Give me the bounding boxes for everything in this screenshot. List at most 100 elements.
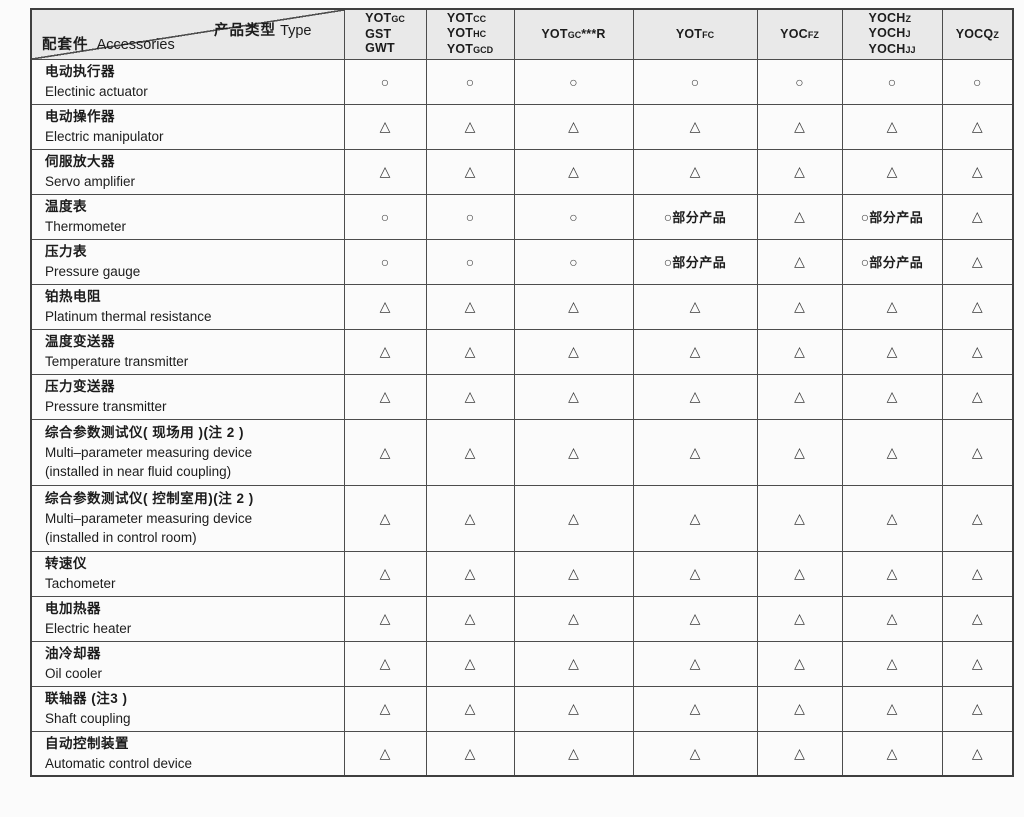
- triangle-symbol: △: [464, 509, 476, 526]
- triangle-symbol: △: [689, 343, 701, 359]
- triangle-symbol: △: [689, 744, 701, 761]
- compat-cell: △: [425, 595, 515, 642]
- compat-cell: △: [632, 418, 758, 486]
- compat-cell: △: [513, 418, 634, 486]
- accessories-label-zh: 配套件: [42, 36, 89, 53]
- triangle-symbol: △: [971, 610, 983, 626]
- compat-cell: △: [841, 373, 943, 420]
- compat-cell: △: [425, 148, 515, 195]
- product-type-name-line: YOCHJ: [869, 26, 916, 42]
- compat-cell: ○: [841, 58, 943, 105]
- compat-cell: ○: [756, 58, 843, 105]
- triangle-symbol: △: [689, 509, 701, 526]
- product-type-label-en: Type: [280, 23, 312, 39]
- triangle-symbol: △: [568, 744, 579, 761]
- compat-cell: △: [941, 484, 1014, 552]
- triangle-symbol: △: [379, 565, 391, 581]
- header-row: 产品类型 Type 配套件 Accessories YOTGC GST GWT YOT…: [30, 8, 1014, 60]
- circle-symbol: ○: [465, 253, 475, 270]
- product-suffix: GCD: [473, 44, 494, 55]
- compat-cell: △: [756, 193, 843, 240]
- compat-cell: ○: [632, 58, 758, 105]
- triangle-symbol: △: [794, 388, 805, 404]
- triangle-symbol: △: [971, 509, 983, 526]
- triangle-symbol: △: [464, 655, 476, 671]
- accessories-compatibility-table: 产品类型 Type 配套件 Accessories YOTGC GST GWT YOT…: [30, 8, 1014, 777]
- triangle-symbol: △: [379, 700, 391, 716]
- product-type-name-line: YOTGCD: [447, 42, 493, 58]
- compat-cell: △: [343, 595, 427, 642]
- accessory-row: 综合参数测试仪( 现场用 )(注 2 ) Multi–parameter meas…: [30, 418, 1014, 486]
- accessory-name-en: (installed in control room): [45, 530, 197, 545]
- circle-symbol: ○: [690, 73, 700, 90]
- compat-cell: ○部分产品: [841, 238, 943, 285]
- compat-cell: △: [756, 418, 843, 486]
- triangle-symbol: △: [886, 610, 898, 626]
- product-type-name-line: YOTGC: [365, 11, 405, 27]
- circle-symbol: ○: [380, 73, 390, 90]
- compat-cell: △: [632, 283, 758, 330]
- product-type-label: 产品类型 Type: [214, 19, 311, 40]
- triangle-symbol: △: [568, 118, 579, 134]
- triangle-symbol: △: [464, 343, 476, 359]
- triangle-symbol: △: [886, 298, 898, 314]
- product-type-header-6: YOCQZ: [941, 8, 1014, 60]
- partial-products-label: 部分产品: [869, 255, 924, 270]
- triangle-symbol: △: [794, 298, 805, 314]
- triangle-symbol: △: [794, 565, 805, 581]
- triangle-symbol: △: [379, 610, 391, 626]
- triangle-symbol: △: [971, 208, 983, 224]
- product-suffix: Z: [993, 30, 999, 41]
- compat-cell: △: [425, 328, 515, 375]
- triangle-symbol: △: [886, 744, 898, 761]
- triangle-symbol: △: [794, 509, 805, 526]
- product-type-name-line: YOTHC: [447, 26, 493, 42]
- triangle-symbol: △: [464, 744, 476, 761]
- product-type-header-3: YOTFC: [632, 8, 758, 60]
- triangle-symbol: △: [464, 118, 476, 134]
- accessory-name-zh: 联轴器 (注3 ): [45, 691, 128, 706]
- compat-cell: △: [756, 283, 843, 330]
- product-type-name-line: GST: [365, 27, 405, 42]
- accessory-name-zh: 伺服放大器: [45, 154, 115, 169]
- compat-cell: △: [343, 550, 427, 597]
- triangle-symbol: △: [568, 163, 579, 179]
- accessory-name-zh: 综合参数测试仪( 现场用 )(注 2 ): [45, 425, 244, 440]
- circle-symbol: ○: [380, 253, 390, 270]
- compat-cell: △: [841, 418, 943, 486]
- compat-cell: △: [941, 283, 1014, 330]
- product-type-name-line: YOTCC: [447, 11, 493, 27]
- compat-cell: △: [343, 685, 427, 732]
- product-type-header-2: YOTGC***R: [513, 8, 634, 60]
- compat-cell: △: [632, 103, 758, 150]
- accessory-name-zh: 电动操作器: [45, 109, 115, 124]
- accessory-name-en: Multi–parameter measuring device: [45, 445, 253, 460]
- accessory-name-en: Platinum thermal resistance: [45, 309, 212, 324]
- compat-cell: △: [343, 484, 427, 552]
- product-series: GWT: [365, 41, 395, 56]
- triangle-symbol: △: [971, 655, 983, 671]
- compat-cell: △: [632, 640, 758, 687]
- product-series: YOCH: [868, 10, 906, 25]
- compat-cell: △: [425, 103, 515, 150]
- accessory-name-cell: 伺服放大器 Servo amplifier: [30, 148, 345, 195]
- compat-cell: △: [632, 730, 758, 777]
- product-series: YOT: [446, 10, 474, 25]
- product-type-header-5: YOCHZ YOCHJ YOCHJJ: [841, 8, 943, 60]
- product-type-name: YOTFC: [676, 27, 714, 43]
- compat-cell: △: [513, 148, 634, 195]
- product-series: YOCH: [868, 41, 906, 56]
- accessory-name-en: Shaft coupling: [45, 711, 131, 726]
- compat-cell: △: [513, 484, 634, 552]
- triangle-symbol: △: [689, 700, 701, 716]
- triangle-symbol: △: [379, 443, 391, 460]
- product-type-name-line: YOTFC: [676, 27, 714, 43]
- accessory-name-en: Multi–parameter measuring device: [45, 511, 253, 526]
- compat-cell: △: [841, 640, 943, 687]
- triangle-symbol: △: [568, 509, 579, 526]
- product-series: YOT: [446, 26, 474, 41]
- triangle-symbol: △: [971, 443, 983, 460]
- compat-cell: △: [425, 685, 515, 732]
- compat-cell: △: [343, 283, 427, 330]
